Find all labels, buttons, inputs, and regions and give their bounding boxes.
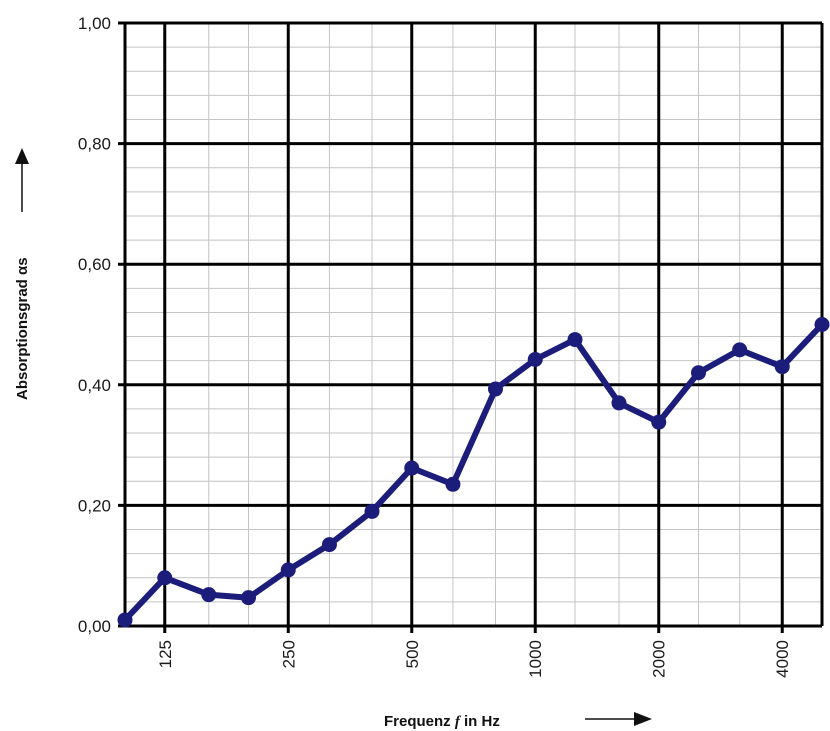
x-tick-labels: 125 250 500 1000 2000 4000 <box>156 640 792 678</box>
data-point <box>201 587 217 603</box>
y-tick-label: 0,80 <box>78 135 111 154</box>
data-point <box>487 381 503 397</box>
y-tick-label: 1,00 <box>78 14 111 33</box>
data-point <box>240 590 256 606</box>
y-tick-label: 0,00 <box>78 617 111 636</box>
data-point <box>321 537 337 553</box>
y-axis-arrow <box>15 148 29 212</box>
series-group <box>117 317 830 628</box>
y-tick-label: 0,20 <box>78 496 111 515</box>
data-point <box>280 562 296 578</box>
x-tick-label: 250 <box>279 640 298 668</box>
x-tick-label: 2000 <box>650 640 669 678</box>
x-axis-title-suffix: in Hz <box>460 713 500 730</box>
x-tick-label: 4000 <box>773 640 792 678</box>
y-axis-title: Absorptionsgrad αs <box>14 257 31 400</box>
x-axis-title: Frequenz f in Hz <box>384 713 500 730</box>
data-point <box>611 395 627 411</box>
data-point <box>774 359 790 375</box>
x-tick-label: 1000 <box>526 640 545 678</box>
data-point <box>651 414 667 430</box>
series-line <box>122 321 825 623</box>
minor-grid <box>124 22 823 627</box>
x-tick-label: 500 <box>403 640 422 668</box>
data-point <box>527 351 543 367</box>
data-point <box>691 365 707 381</box>
data-point <box>404 460 420 476</box>
data-point <box>117 612 133 628</box>
data-point <box>364 503 380 519</box>
x-axis-title-symbol: f <box>455 714 462 730</box>
data-point <box>732 342 748 358</box>
y-tick-label: 0,40 <box>78 376 111 395</box>
y-tick-labels: 0,00 0,20 0,40 0,60 0,80 1,00 <box>78 14 111 636</box>
x-tick-label: 125 <box>156 640 175 668</box>
major-grid <box>118 21 824 633</box>
data-point <box>814 317 830 332</box>
data-point <box>157 570 173 586</box>
x-axis-title-prefix: Frequenz <box>384 713 455 730</box>
data-point <box>567 332 583 348</box>
x-axis-arrow <box>585 712 652 726</box>
y-tick-label: 0,60 <box>78 255 111 274</box>
data-point <box>445 476 461 492</box>
y-axis-title-group: Absorptionsgrad αs <box>14 257 31 400</box>
